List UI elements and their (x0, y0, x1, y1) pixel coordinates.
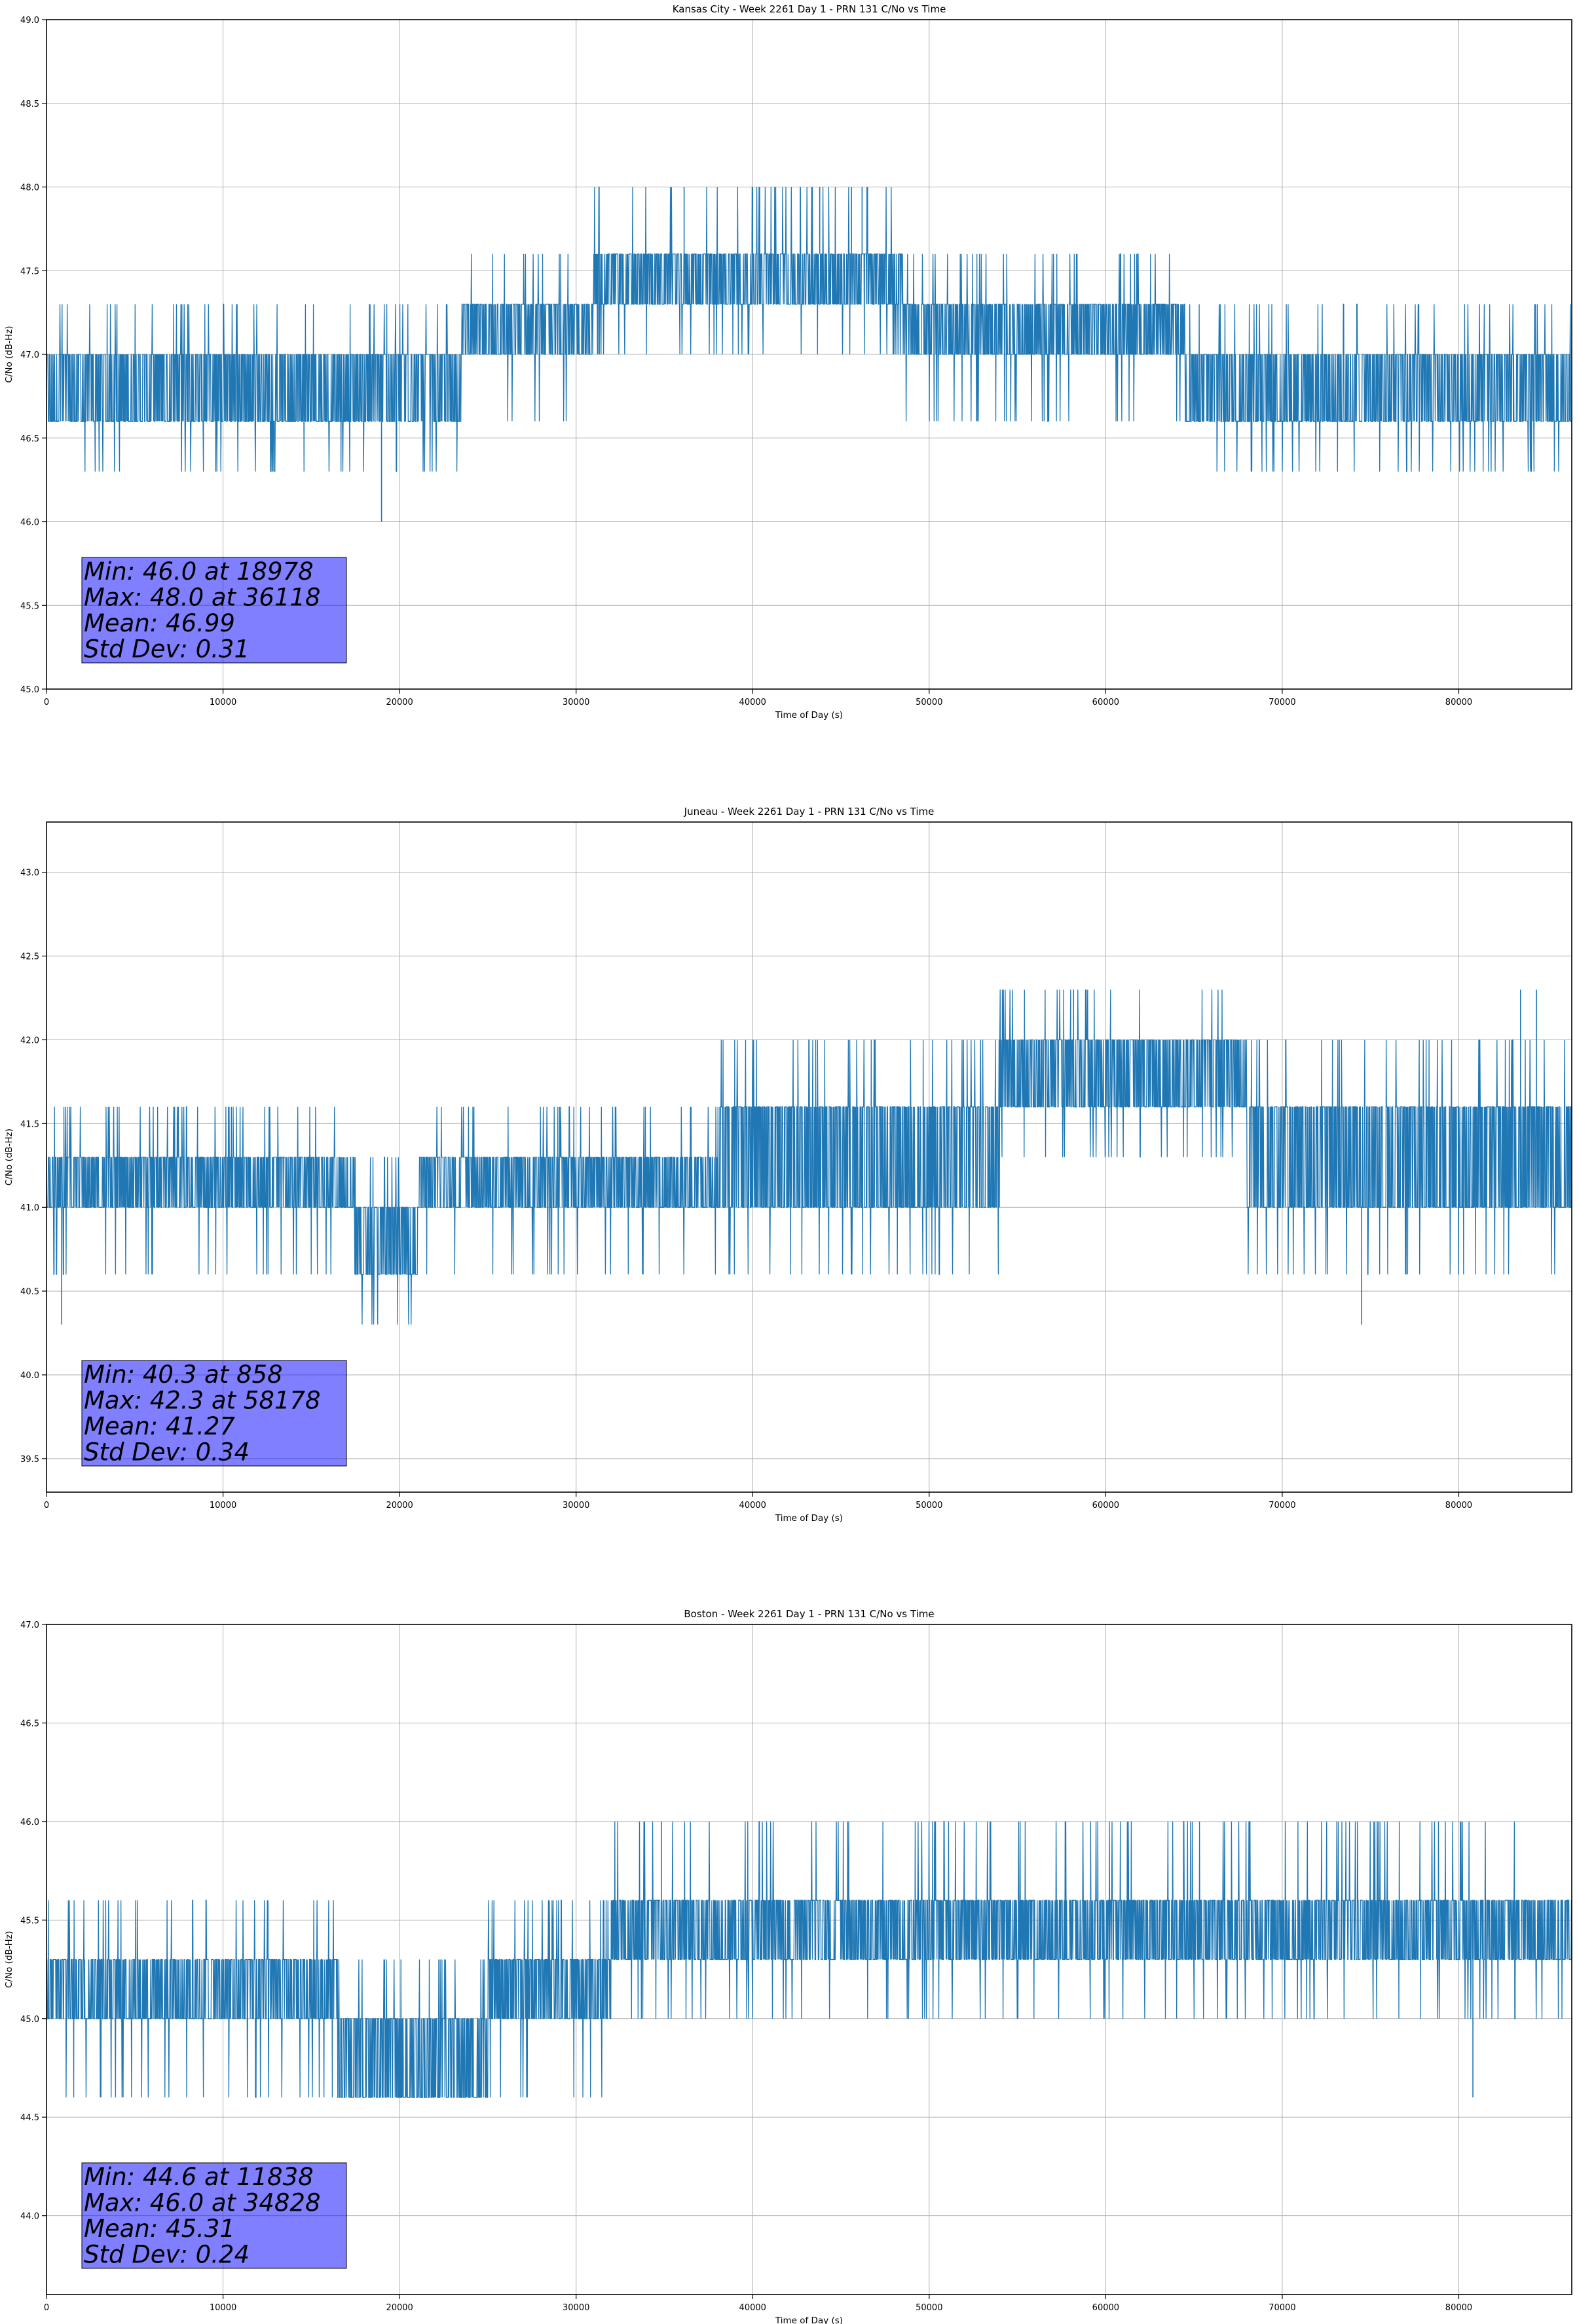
y-tick-label: 45.0 (20, 2015, 39, 2025)
x-tick-label: 70000 (1269, 1501, 1295, 1510)
x-tick-label: 80000 (1445, 1501, 1472, 1510)
x-tick-label: 50000 (916, 1501, 942, 1510)
x-tick-label: 50000 (916, 2303, 942, 2313)
y-axis-label: C/No (dB-Hz) (4, 1129, 14, 1186)
x-tick-label: 30000 (563, 1501, 589, 1510)
y-tick-label: 40.0 (20, 1371, 39, 1381)
stats-line: Std Dev: 0.31 (84, 635, 250, 664)
stats-line: Max: 48.0 at 36118 (84, 584, 321, 612)
x-tick-label: 20000 (386, 2303, 413, 2313)
chart-title: Juneau - Week 2261 Day 1 - PRN 131 C/No … (684, 806, 935, 817)
y-tick-label: 41.5 (20, 1119, 39, 1129)
chart-panel-1: 0 10000 20000 30000 40000 50000 60000 70000 8000… (4, 3, 1572, 721)
y-tick-label: 42.5 (20, 952, 39, 962)
y-tick-label: 48.5 (20, 100, 39, 109)
x-tick-label: 60000 (1092, 2303, 1119, 2313)
stats-line: Mean: 41.27 (84, 1412, 235, 1440)
stats-box (81, 2162, 347, 2269)
y-axis-label: C/No (dB-Hz) (4, 326, 14, 383)
stats-box (81, 1360, 347, 1467)
stats-line: Mean: 46.99 (84, 609, 235, 637)
x-tick-label: 20000 (386, 698, 413, 707)
x-tick-label: 10000 (210, 1501, 236, 1510)
chart-panel-3: 0 10000 20000 30000 40000 50000 60000 70000 8000… (4, 1608, 1572, 2324)
y-tick-label: 46.0 (20, 518, 39, 528)
y-tick-label: 45.5 (20, 1916, 39, 1926)
y-tick-label: 45.0 (20, 685, 39, 695)
stats-box (81, 557, 347, 664)
stats-line: Mean: 45.31 (84, 2215, 235, 2243)
chart-panel-2: 0 10000 20000 30000 40000 50000 60000 70000 8000… (4, 806, 1572, 1524)
x-tick-label: 20000 (386, 1501, 413, 1510)
plot-frame (46, 821, 1572, 1493)
y-tick-label: 40.5 (20, 1287, 39, 1297)
y-tick-label: 43.0 (20, 869, 39, 878)
x-tick-label: 40000 (739, 1501, 766, 1510)
stats-line: Std Dev: 0.24 (84, 2241, 250, 2269)
x-tick-label: 0 (44, 1501, 49, 1510)
stats-line: Min: 46.0 at 18978 (84, 557, 314, 586)
x-tick-label: 70000 (1269, 698, 1295, 707)
stats-line: Max: 42.3 at 58178 (84, 1387, 321, 1415)
y-tick-label: 39.5 (20, 1455, 39, 1465)
y-tick-label: 42.0 (20, 1036, 39, 1045)
x-tick-label: 60000 (1092, 698, 1119, 707)
x-tick-label: 80000 (1445, 698, 1472, 707)
x-axis-label: Time of Day (s) (775, 710, 843, 721)
y-tick-label: 46.5 (20, 434, 39, 444)
x-tick-label: 40000 (739, 698, 766, 707)
x-tick-label: 40000 (739, 2303, 766, 2313)
x-tick-label: 80000 (1445, 2303, 1472, 2313)
y-tick-label: 46.0 (20, 1818, 39, 1827)
chart-title: Boston - Week 2261 Day 1 - PRN 131 C/No … (684, 1608, 934, 1620)
x-axis-label: Time of Day (s) (775, 2315, 843, 2324)
x-tick-label: 60000 (1092, 1501, 1119, 1510)
chart-title: Kansas City - Week 2261 Day 1 - PRN 131 … (673, 3, 946, 15)
x-tick-label: 30000 (563, 2303, 589, 2313)
stats-line: Std Dev: 0.34 (84, 1438, 250, 1467)
plot-frame (46, 1624, 1572, 2295)
stats-line: Max: 46.0 at 34828 (84, 2189, 321, 2217)
x-tick-label: 50000 (916, 698, 942, 707)
y-axis-label: C/No (dB-Hz) (4, 1931, 14, 1988)
x-tick-label: 70000 (1269, 2303, 1295, 2313)
cno-series-line (46, 989, 1572, 1325)
y-tick-label: 47.0 (20, 350, 39, 360)
x-tick-label: 10000 (210, 2303, 236, 2313)
stats-line: Min: 44.6 at 11838 (84, 2163, 314, 2191)
y-tick-label: 47.0 (20, 1621, 39, 1630)
y-tick-label: 44.5 (20, 2113, 39, 2123)
stats-line: Min: 40.3 at 858 (84, 1360, 283, 1389)
cno-series-line (46, 1821, 1572, 2098)
x-tick-label: 30000 (563, 698, 589, 707)
y-tick-label: 47.5 (20, 267, 39, 276)
x-tick-label: 0 (44, 698, 49, 707)
y-tick-label: 41.0 (20, 1203, 39, 1213)
y-tick-label: 44.0 (20, 2212, 39, 2222)
x-axis-label: Time of Day (s) (775, 1513, 843, 1524)
cno-series-line (46, 186, 1572, 472)
y-tick-label: 49.0 (20, 16, 39, 26)
x-tick-label: 0 (44, 2303, 49, 2313)
y-tick-label: 48.0 (20, 183, 39, 193)
y-tick-label: 45.5 (20, 601, 39, 611)
y-tick-label: 46.5 (20, 1719, 39, 1729)
x-tick-label: 10000 (210, 698, 236, 707)
